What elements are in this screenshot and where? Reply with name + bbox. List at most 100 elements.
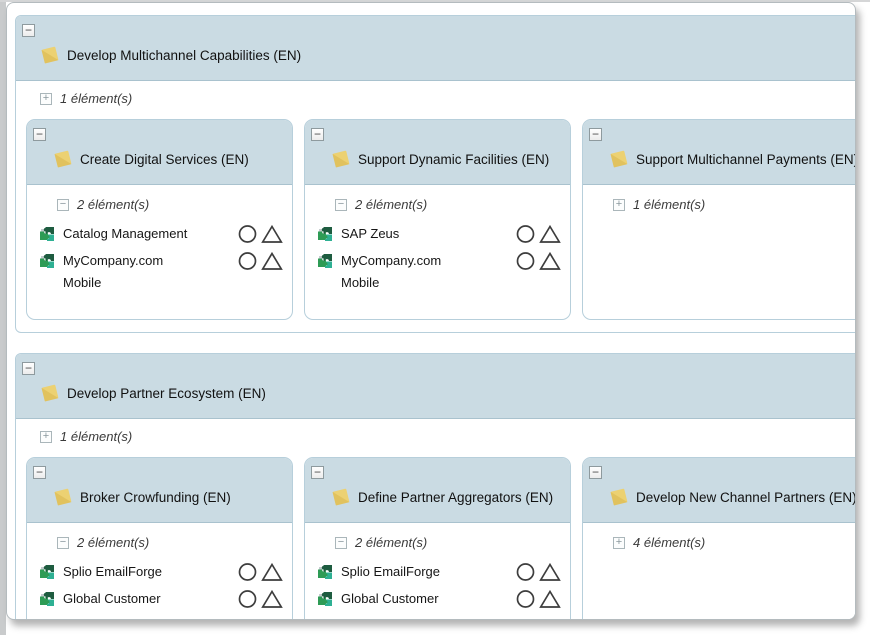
triangle-icon xyxy=(539,251,561,270)
elements-count-row[interactable]: − 2 élément(s) xyxy=(335,533,570,553)
application-puzzle-icon xyxy=(317,591,333,607)
capability-group-panel: − Develop Multichannel Capabilities (EN)… xyxy=(15,15,856,333)
sub-capability-header[interactable]: − Define Partner Aggregators (EN) xyxy=(305,458,570,523)
elements-count-row[interactable]: − 2 élément(s) xyxy=(57,195,292,215)
collapse-minus-icon[interactable]: − xyxy=(589,466,602,479)
triangle-icon xyxy=(539,589,561,608)
elements-count-label: 2 élément(s) xyxy=(355,197,428,212)
application-item-row[interactable]: MyCompany.com Mobile xyxy=(317,250,561,294)
elements-count-row[interactable]: + 1 élément(s) xyxy=(40,89,855,109)
expand-toggle-icon[interactable]: + xyxy=(40,431,52,443)
application-item-row[interactable]: Splio EmailForge xyxy=(39,561,283,583)
sub-capabilities-row: − Create Digital Services (EN) − 2 éléme… xyxy=(16,119,856,332)
sub-capability-header[interactable]: − Develop New Channel Partners (EN) xyxy=(583,458,855,523)
elements-count-row[interactable]: − 2 élément(s) xyxy=(57,533,292,553)
application-items-list: Catalog Management MyCompany.com Mobile xyxy=(27,223,292,319)
elements-count-label: 2 élément(s) xyxy=(77,535,150,550)
application-puzzle-icon xyxy=(39,564,55,580)
application-items-list: Splio EmailForge Global Customer xyxy=(305,561,570,619)
application-name: MyCompany.com Mobile xyxy=(341,253,442,290)
capability-group-title: Develop Partner Ecosystem (EN) xyxy=(67,385,266,401)
sub-capability-title-row: Broker Crowfunding (EN) xyxy=(52,486,280,508)
application-name: Splio EmailForge xyxy=(341,564,440,579)
collapse-minus-icon[interactable]: − xyxy=(33,128,46,141)
sub-capability-panel: − Define Partner Aggregators (EN) − 2 él… xyxy=(304,457,571,619)
capability-group-header[interactable]: − Develop Partner Ecosystem (EN) xyxy=(16,354,855,419)
expand-toggle-icon[interactable]: − xyxy=(57,537,69,549)
application-item-row[interactable]: SAP Zeus xyxy=(317,223,561,245)
circle-icon xyxy=(238,252,257,270)
capability-diamond-icon xyxy=(39,44,61,66)
item-badges xyxy=(516,251,561,271)
collapse-minus-icon[interactable]: − xyxy=(311,128,324,141)
item-badges xyxy=(238,562,283,582)
application-name: Global Customer xyxy=(341,591,439,606)
circle-icon xyxy=(238,590,257,608)
sub-capability-panel: − Develop New Channel Partners (EN) + 4 … xyxy=(582,457,855,619)
sub-capability-header[interactable]: − Create Digital Services (EN) xyxy=(27,120,292,185)
collapse-minus-icon[interactable]: − xyxy=(22,362,35,375)
sub-capability-panel: − Support Dynamic Facilities (EN) − 2 él… xyxy=(304,119,571,320)
circle-icon xyxy=(516,252,535,270)
sub-capability-title-row: Define Partner Aggregators (EN) xyxy=(330,486,558,508)
collapse-minus-icon[interactable]: − xyxy=(311,466,324,479)
capability-diamond-icon xyxy=(608,148,630,170)
application-items-list xyxy=(583,223,855,243)
application-puzzle-icon xyxy=(317,226,333,242)
item-badges xyxy=(238,224,283,244)
collapse-minus-icon[interactable]: − xyxy=(33,466,46,479)
elements-count-row[interactable]: + 1 élément(s) xyxy=(40,427,855,447)
application-items-list xyxy=(583,561,855,581)
expand-toggle-icon[interactable]: + xyxy=(613,199,625,211)
sub-capability-title-row: Support Dynamic Facilities (EN) xyxy=(330,148,558,170)
expand-toggle-icon[interactable]: − xyxy=(57,199,69,211)
item-badges xyxy=(238,589,283,609)
capability-groups-container: − Develop Multichannel Capabilities (EN)… xyxy=(15,15,856,619)
application-item-row[interactable]: Global Customer xyxy=(39,588,283,610)
application-name: Splio EmailForge xyxy=(63,564,162,579)
sub-capability-panel: − Broker Crowfunding (EN) − 2 élément(s) xyxy=(26,457,293,619)
capability-diamond-icon xyxy=(608,486,630,508)
application-name: Catalog Management xyxy=(63,226,188,241)
capability-group-title: Develop Multichannel Capabilities (EN) xyxy=(67,47,302,63)
sub-capabilities-row: − Broker Crowfunding (EN) − 2 élément(s) xyxy=(16,457,855,619)
elements-count-row[interactable]: − 2 élément(s) xyxy=(335,195,570,215)
application-puzzle-icon xyxy=(317,564,333,580)
circle-icon xyxy=(516,563,535,581)
capability-map-window: − Develop Multichannel Capabilities (EN)… xyxy=(6,2,856,620)
application-item-row[interactable]: Splio EmailForge xyxy=(317,561,561,583)
sub-capability-header[interactable]: − Support Dynamic Facilities (EN) xyxy=(305,120,570,185)
elements-count-label: 1 élément(s) xyxy=(60,429,133,444)
elements-count-row[interactable]: + 4 élément(s) xyxy=(613,533,855,553)
capability-diamond-icon xyxy=(52,148,74,170)
elements-count-label: 4 élément(s) xyxy=(633,535,706,550)
circle-icon xyxy=(516,590,535,608)
elements-count-row[interactable]: + 1 élément(s) xyxy=(613,195,855,215)
triangle-icon xyxy=(261,589,283,608)
expand-toggle-icon[interactable]: − xyxy=(335,199,347,211)
expand-toggle-icon[interactable]: + xyxy=(40,93,52,105)
sub-capability-header[interactable]: − Broker Crowfunding (EN) xyxy=(27,458,292,523)
application-item-row[interactable]: MyCompany.com Mobile xyxy=(39,250,283,294)
sub-capability-title: Support Multichannel Payments (EN) xyxy=(636,151,856,167)
expand-toggle-icon[interactable]: + xyxy=(613,537,625,549)
sub-capability-header[interactable]: − Support Multichannel Payments (EN) xyxy=(583,120,856,185)
application-item-row[interactable]: Catalog Management xyxy=(39,223,283,245)
circle-icon xyxy=(238,225,257,243)
item-badges xyxy=(516,562,561,582)
capability-diamond-icon xyxy=(330,148,352,170)
elements-count-label: 2 élément(s) xyxy=(355,535,428,550)
capability-group-header[interactable]: − Develop Multichannel Capabilities (EN) xyxy=(16,16,855,81)
triangle-icon xyxy=(261,562,283,581)
application-puzzle-icon xyxy=(39,253,55,269)
application-name: MyCompany.com Mobile xyxy=(63,253,164,290)
application-item-row[interactable]: Global Customer xyxy=(317,588,561,610)
collapse-minus-icon[interactable]: − xyxy=(589,128,602,141)
sub-capability-title-row: Develop New Channel Partners (EN) xyxy=(608,486,855,508)
screen-edge-left xyxy=(0,0,6,635)
collapse-minus-icon[interactable]: − xyxy=(22,24,35,37)
expand-toggle-icon[interactable]: − xyxy=(335,537,347,549)
sub-capability-title-row: Support Multichannel Payments (EN) xyxy=(608,148,856,170)
item-badges xyxy=(516,589,561,609)
item-badges xyxy=(238,251,283,271)
